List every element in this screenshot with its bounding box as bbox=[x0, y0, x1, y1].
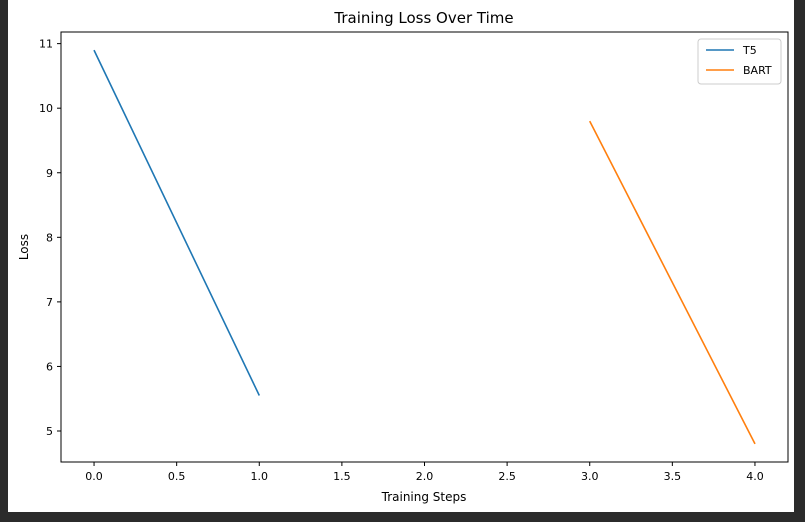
x-tick-label: 4.0 bbox=[746, 470, 764, 483]
x-tick-label: 2.5 bbox=[498, 470, 516, 483]
legend: T5 BART bbox=[697, 38, 782, 85]
x-axis: 0.0 0.5 1.0 1.5 2.0 2.5 3.0 3.5 4.0 bbox=[85, 462, 764, 483]
y-tick-label: 6 bbox=[46, 360, 53, 373]
y-tick-label: 7 bbox=[46, 296, 53, 309]
plot-frame bbox=[60, 31, 789, 463]
series-line-t5 bbox=[93, 49, 261, 396]
y-tick-label: 8 bbox=[46, 231, 53, 244]
x-tick-label: 3.5 bbox=[664, 470, 682, 483]
y-axis: 5 6 7 8 9 10 11 bbox=[39, 38, 61, 438]
x-tick-label: 2.0 bbox=[416, 470, 434, 483]
y-tick-label: 10 bbox=[39, 102, 53, 115]
y-tick-label: 11 bbox=[39, 38, 53, 51]
legend-box bbox=[697, 38, 782, 85]
x-axis-label: Training Steps bbox=[381, 490, 467, 504]
legend-label-t5: T5 bbox=[742, 44, 757, 57]
chart-title: Training Loss Over Time bbox=[333, 9, 513, 27]
y-axis-label: Loss bbox=[17, 234, 31, 260]
x-tick-label: 0.5 bbox=[168, 470, 186, 483]
y-tick-label: 5 bbox=[46, 425, 53, 438]
legend-label-bart: BART bbox=[743, 64, 772, 77]
line-chart: Training Loss Over Time 0.0 0.5 1.0 1.5 2.0 2… bbox=[17, 9, 789, 504]
figure-canvas: Training Loss Over Time 0.0 0.5 1.0 1.5 2.0 2… bbox=[8, 0, 794, 512]
y-tick-label: 9 bbox=[46, 167, 53, 180]
x-tick-label: 3.0 bbox=[581, 470, 599, 483]
x-tick-label: 1.5 bbox=[333, 470, 351, 483]
x-tick-label: 0.0 bbox=[85, 470, 103, 483]
x-tick-label: 1.0 bbox=[251, 470, 269, 483]
plot-lines bbox=[93, 49, 756, 445]
series-line-bart bbox=[588, 120, 756, 445]
